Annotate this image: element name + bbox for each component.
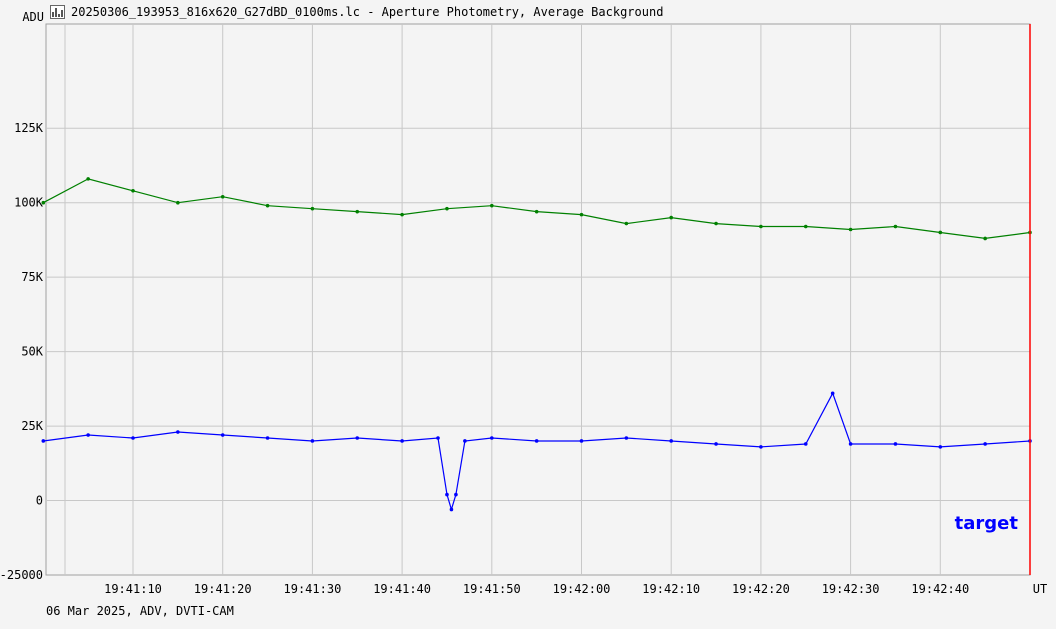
- data-point: [938, 230, 943, 235]
- x-tick-label: 19:42:20: [732, 582, 790, 596]
- data-point: [579, 439, 584, 443]
- data-point: [400, 439, 404, 443]
- data-point: [669, 215, 674, 220]
- data-point: [759, 224, 763, 229]
- y-tick-label: 25K: [21, 419, 43, 433]
- data-point: [624, 436, 629, 440]
- data-point: [983, 442, 987, 446]
- data-point: [490, 436, 494, 440]
- lightcurve-app-icon[interactable]: [50, 5, 65, 19]
- data-point: [176, 430, 180, 434]
- data-point: [355, 436, 360, 440]
- y-tick-label: 75K: [21, 270, 43, 284]
- data-point: [534, 209, 539, 214]
- data-point: [445, 492, 449, 497]
- series-line-series-2: [43, 178, 1031, 240]
- data-point: [848, 442, 853, 446]
- x-tick-label: 19:41:10: [104, 582, 162, 596]
- y-tick-label: -25000: [0, 568, 43, 582]
- data-point: [131, 436, 135, 440]
- x-tick-label: 19:42:30: [822, 582, 880, 596]
- data-point: [310, 439, 315, 443]
- data-point: [265, 436, 270, 440]
- x-tick-label: 19:41:40: [373, 582, 431, 596]
- data-point: [893, 224, 898, 229]
- data-point: [803, 442, 808, 446]
- data-point: [714, 442, 718, 446]
- data-point: [41, 200, 46, 205]
- data-point: [220, 194, 225, 199]
- plot-frame: [45, 23, 1031, 576]
- x-tick-label: 19:41:20: [194, 582, 252, 596]
- y-axis-label: ADU: [22, 10, 44, 24]
- data-point: [848, 227, 853, 232]
- data-point: [86, 177, 90, 181]
- data-point: [400, 212, 404, 217]
- series-line-target: [43, 391, 1031, 512]
- data-point: [265, 203, 270, 208]
- x-tick-label: 19:41:50: [463, 582, 521, 596]
- x-tick-label: 19:41:30: [284, 582, 342, 596]
- data-point: [355, 209, 360, 214]
- footer-info: 06 Mar 2025, ADV, DVTI-CAM: [46, 604, 234, 618]
- data-point: [830, 391, 835, 396]
- data-point: [624, 221, 629, 226]
- legend-entry: target: [955, 513, 1019, 534]
- y-tick-label: 100K: [14, 196, 44, 210]
- data-point: [445, 206, 449, 211]
- data-point: [310, 206, 315, 211]
- y-tick-label: 50K: [21, 345, 43, 359]
- data-point: [176, 200, 180, 205]
- data-point: [803, 224, 808, 229]
- y-tick-label: 125K: [14, 121, 44, 135]
- data-point: [454, 492, 458, 497]
- title-bar: 20250306_193953_816x620_G27dBD_0100ms.lc…: [50, 3, 663, 21]
- data-point: [714, 221, 718, 226]
- x-tick-label: 19:42:40: [911, 582, 969, 596]
- x-tick-label: 19:42:10: [642, 582, 700, 596]
- data-point: [983, 236, 987, 241]
- data-point: [534, 439, 539, 443]
- data-point: [436, 436, 440, 440]
- data-point: [579, 212, 584, 217]
- x-axis-label: UT: [1033, 582, 1047, 596]
- data-point: [463, 439, 467, 443]
- data-point: [938, 445, 943, 449]
- data-point: [893, 442, 898, 446]
- data-point: [86, 433, 90, 437]
- data-point: [449, 507, 454, 512]
- data-point: [759, 445, 763, 449]
- data-point: [41, 439, 46, 443]
- data-point: [220, 433, 225, 437]
- data-point: [490, 203, 494, 208]
- x-tick-label: 19:42:00: [553, 582, 611, 596]
- window-title: 20250306_193953_816x620_G27dBD_0100ms.lc…: [71, 5, 664, 19]
- data-point: [131, 188, 135, 193]
- data-point: [669, 439, 674, 443]
- y-tick-label: 0: [36, 494, 43, 508]
